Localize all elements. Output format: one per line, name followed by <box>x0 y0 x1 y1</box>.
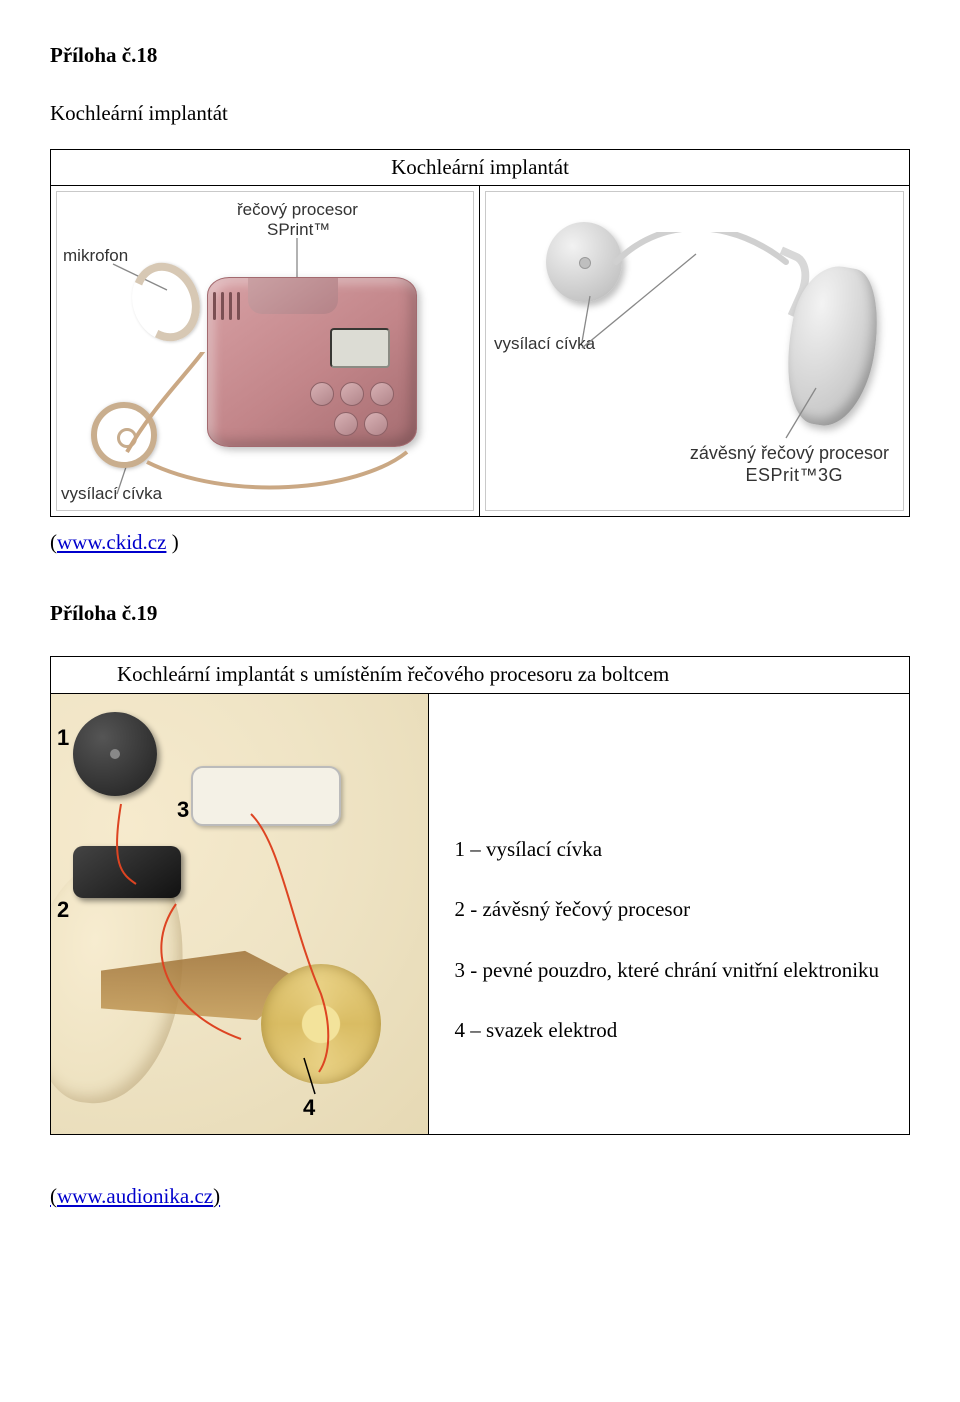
src19-close: ) <box>213 1184 220 1208</box>
appendix18-heading: Příloha č.18 <box>50 40 910 70</box>
panel-a: mikrofon řečový procesor SPrint™ vysílac… <box>51 186 480 516</box>
appendix18-caption: Kochleární implantát <box>51 150 909 186</box>
transmit-coil-c-icon <box>73 712 157 796</box>
src-open: ( <box>50 530 57 554</box>
legend: 1 – vysílací cívka 2 - závěsný řečový pr… <box>429 694 909 1134</box>
appendix18-subtitle: Kochleární implantát <box>50 98 910 128</box>
legend-1: 1 – vysílací cívka <box>455 834 891 864</box>
marker-3: 3 <box>177 794 189 826</box>
src-close: ) <box>166 530 178 554</box>
legend-3: 3 - pevné pouzdro, které chrání vnitřní … <box>455 955 891 985</box>
implant-case-icon <box>191 766 341 826</box>
panel-b: vysílací cívka závěsný řečový procesor E… <box>480 186 909 516</box>
legend-4: 4 – svazek elektrod <box>455 1015 891 1045</box>
appendix19-caption: Kochleární implantát s umístěním řečovéh… <box>51 657 909 693</box>
appendix19-table: Kochleární implantát s umístěním řečovéh… <box>50 656 910 1134</box>
legend-2: 2 - závěsný řečový procesor <box>455 894 891 924</box>
appendix18-table: Kochleární implantát mikrofon řečový pro… <box>50 149 910 517</box>
source-link-a[interactable]: www.ckid.cz <box>57 530 166 554</box>
leader-lines-b <box>486 192 906 516</box>
marker-1: 1 <box>57 722 69 754</box>
ear-diagram: 1 3 2 4 <box>51 694 429 1134</box>
marker-2: 2 <box>57 894 69 926</box>
speaker-grille-icon <box>213 292 245 328</box>
appendix18-source: (www.ckid.cz ) <box>50 527 910 557</box>
source-link-b[interactable]: www.audionika.cz <box>57 1184 213 1208</box>
appendix19-source: (www.audionika.cz) <box>50 1181 910 1211</box>
bte-processor-c-icon <box>73 846 181 898</box>
transmit-coil-a-icon <box>91 402 157 468</box>
appendix19-heading: Příloha č.19 <box>50 598 910 628</box>
src19-open: ( <box>50 1184 57 1208</box>
marker4-lead <box>301 1054 361 1104</box>
